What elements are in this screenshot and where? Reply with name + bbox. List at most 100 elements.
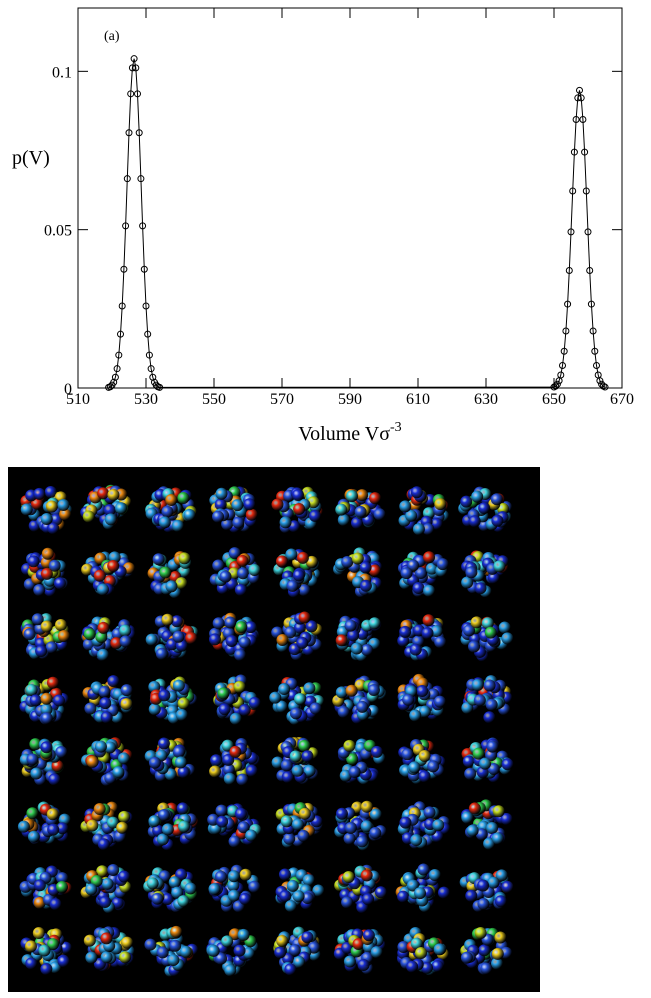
sphere (501, 758, 514, 771)
sphere (495, 869, 508, 882)
sphere (171, 886, 184, 899)
x-axis-label-superscript: -3 (390, 420, 402, 435)
data-point (560, 347, 568, 355)
sphere (294, 693, 307, 705)
sphere (224, 616, 237, 629)
data-point (147, 365, 155, 373)
sphere (175, 577, 188, 590)
sphere (475, 828, 488, 841)
sphere (25, 957, 38, 970)
sphere (107, 675, 120, 688)
sphere (280, 815, 293, 828)
sphere (47, 522, 60, 535)
sphere (239, 892, 252, 905)
sphere (285, 548, 298, 561)
sphere (354, 505, 367, 518)
x-tick-label: 550 (202, 391, 226, 408)
sphere (477, 897, 490, 910)
sphere (40, 692, 53, 705)
sphere (402, 693, 415, 706)
sphere (224, 964, 237, 977)
sphere (416, 685, 429, 698)
x-tick-label: 610 (406, 391, 430, 408)
sphere (32, 927, 45, 940)
data-point (559, 362, 566, 370)
sphere (468, 515, 481, 528)
sphere (409, 643, 422, 656)
sphere (155, 647, 168, 660)
sphere (303, 764, 316, 777)
sphere (356, 489, 369, 502)
sphere (483, 837, 496, 850)
data-point (586, 267, 594, 275)
data-point (569, 187, 577, 195)
sphere (291, 764, 304, 777)
sphere (423, 584, 436, 597)
sphere (360, 869, 373, 882)
sphere (415, 946, 428, 959)
sphere (367, 683, 380, 696)
sphere (418, 749, 431, 762)
sphere (227, 870, 240, 883)
sphere (493, 560, 506, 573)
sphere (46, 808, 59, 821)
sphere (100, 711, 113, 724)
sphere (346, 490, 359, 503)
sphere (212, 617, 225, 630)
sphere (282, 952, 295, 965)
series-line (108, 58, 606, 388)
sphere (360, 820, 373, 833)
sphere (118, 810, 131, 823)
sphere (359, 579, 372, 592)
sphere (281, 770, 294, 783)
sphere (437, 886, 450, 899)
sphere (296, 551, 309, 564)
sphere (501, 880, 514, 893)
sphere (56, 872, 69, 885)
sphere (119, 951, 132, 964)
sphere (93, 569, 106, 582)
sphere (292, 890, 305, 903)
sphere (40, 703, 53, 716)
data-point (565, 267, 573, 275)
sphere (461, 576, 474, 589)
x-tick-label: 650 (542, 391, 566, 408)
sphere (431, 959, 444, 972)
sphere (434, 636, 447, 649)
sphere (248, 563, 261, 576)
sphere (86, 819, 99, 832)
sphere (341, 896, 354, 909)
sphere (297, 829, 310, 842)
sphere (278, 868, 291, 881)
sphere (86, 755, 99, 768)
data-point (145, 351, 153, 359)
sphere (302, 874, 315, 887)
data-point (142, 302, 150, 310)
sphere (433, 943, 446, 956)
sphere (96, 648, 109, 661)
sphere (289, 750, 302, 763)
sphere (48, 559, 61, 572)
sphere (346, 753, 359, 766)
sphere (99, 697, 112, 710)
sphere (84, 702, 97, 715)
sphere (343, 832, 356, 845)
sphere (486, 740, 499, 753)
sphere (286, 579, 299, 592)
sphere (99, 895, 112, 908)
sphere (301, 931, 314, 944)
data-point (579, 115, 587, 123)
sphere (227, 889, 240, 902)
sphere (177, 697, 190, 710)
sphere (474, 927, 487, 940)
sphere (214, 498, 227, 511)
sphere (361, 643, 374, 656)
sphere (228, 547, 241, 560)
sphere (29, 694, 42, 707)
y-tick-label: 0.05 (44, 223, 72, 240)
sphere (177, 491, 190, 504)
sphere (305, 555, 318, 568)
sphere (369, 492, 382, 505)
sphere (428, 868, 441, 881)
sphere (422, 522, 435, 535)
